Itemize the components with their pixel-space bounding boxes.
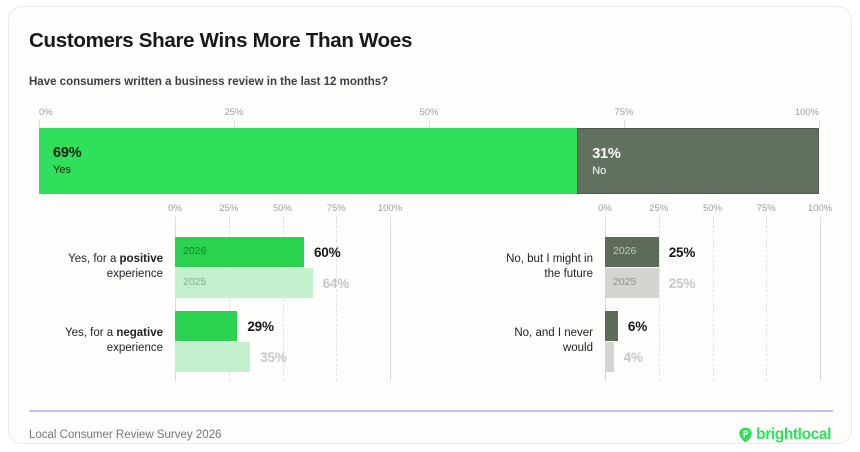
- data-bar-2026[interactable]: 2026: [605, 237, 659, 267]
- bar-value-label-2026: 6%: [627, 319, 648, 334]
- sub-axis-tick: [228, 216, 230, 223]
- bar-value-label-2026: 25%: [668, 245, 696, 260]
- sub-axis-tick-label: 25%: [219, 203, 239, 214]
- main-axis-tick: [429, 120, 430, 128]
- sub-axis-tick: [175, 216, 176, 223]
- segment-value-yes: 69%: [53, 145, 82, 161]
- bar-year-label: 2026: [183, 245, 207, 257]
- group-label-line1: No, but I might in: [506, 253, 593, 265]
- sub-gridline: [766, 225, 768, 381]
- data-bar-2026[interactable]: 2026: [175, 237, 304, 267]
- chart-subtitle: Have consumers written a business review…: [29, 76, 389, 88]
- sub-gridline: [282, 225, 285, 381]
- sub-axis-tick-label: 100%: [807, 203, 833, 214]
- group-label: Yes, for a positive experience: [13, 252, 163, 282]
- sub-axis-tick: [820, 216, 821, 223]
- bar-value-label-2025: 35%: [260, 350, 287, 365]
- chart-card: Customers Share Wins More Than Woes Have…: [8, 6, 852, 444]
- main-stacked-bar-chart: 0% 25% 50% 75% 100% 69% Yes 31% No: [9, 7, 851, 443]
- sub-axis-tick-label: 50%: [702, 203, 723, 214]
- group-label: Yes, for a negative experience: [13, 326, 163, 356]
- brightlocal-wordmark: brightlocal: [756, 426, 831, 443]
- sub-axis-line: [605, 225, 606, 381]
- bar-segment-yes[interactable]: 69% Yes: [39, 128, 578, 194]
- source-caption: Local Consumer Review Survey 2026: [29, 429, 222, 441]
- segment-value-no: 31%: [592, 146, 621, 162]
- sub-gridline: [228, 225, 231, 381]
- footer-divider: [29, 410, 833, 412]
- sub-axis-tick-label: 100%: [377, 203, 403, 214]
- main-axis-tick: [39, 120, 40, 128]
- bar-value-label-2026: 29%: [247, 319, 274, 334]
- data-bar-2025[interactable]: [605, 342, 614, 372]
- bar-segment-no[interactable]: 31% No: [577, 128, 819, 194]
- sub-axis-tick-label: 75%: [326, 203, 346, 214]
- segment-label-yes: Yes: [53, 164, 71, 176]
- data-bar-2026[interactable]: [605, 311, 618, 341]
- sub-axis-line: [175, 225, 176, 381]
- sub-axis-tick: [766, 216, 768, 223]
- brightlocal-logo[interactable]: brightlocal: [738, 426, 831, 443]
- segment-label-no: No: [592, 165, 607, 177]
- sub-axis-tick-label: 75%: [756, 203, 776, 214]
- main-axis-tick-label: 25%: [224, 107, 244, 118]
- main-axis-tick-label: 50%: [419, 107, 439, 118]
- sub-axis-tick: [658, 216, 660, 223]
- group-label-line1: Yes, for a negative: [64, 327, 163, 339]
- sub-gridline: [658, 225, 661, 381]
- main-axis-tick-label: 0%: [39, 107, 53, 118]
- group-label: No, but I might in the future: [443, 252, 593, 282]
- data-bar-2025[interactable]: 2025: [605, 268, 659, 298]
- main-axis-tick: [624, 120, 625, 128]
- bar-value-label-2026: 60%: [314, 245, 341, 260]
- main-axis-tick-label: 100%: [794, 107, 819, 118]
- main-axis-tick-label: 75%: [614, 107, 634, 118]
- bar-value-label-2025: 64%: [322, 276, 350, 291]
- bar-year-label: 2025: [613, 276, 637, 288]
- sub-axis-tick: [390, 216, 391, 223]
- sub-axis-tick: [712, 216, 714, 223]
- sub-gridline: [712, 225, 715, 381]
- sub-axis-tick: [336, 216, 338, 223]
- bar-year-label: 2026: [613, 245, 637, 257]
- sub-axis-line: [820, 225, 821, 381]
- group-label-line1: Yes, for a positive: [68, 253, 163, 265]
- group-label-line2: the future: [544, 268, 593, 280]
- bar-value-label-2025: 4%: [623, 350, 643, 365]
- group-label-line1: No, and I never: [514, 327, 593, 339]
- sub-axis-line: [390, 225, 391, 381]
- bar-value-label-2025: 25%: [668, 276, 696, 291]
- group-label: No, and I never would: [443, 326, 593, 356]
- page-title: Customers Share Wins More Than Woes: [29, 29, 413, 52]
- sub-gridline: [336, 225, 338, 381]
- main-axis-tick: [819, 120, 820, 128]
- group-label-line2: would: [562, 342, 593, 354]
- sub-axis-tick: [605, 216, 606, 223]
- location-pin-icon: [738, 427, 753, 443]
- sub-axis-tick-label: 0%: [168, 203, 182, 214]
- left-sub-chart: 0% 25% 50% 75% 100% Yes, for a positive experi…: [9, 203, 439, 383]
- data-bar-2025[interactable]: [175, 342, 251, 372]
- sub-axis-tick-label: 50%: [272, 203, 293, 214]
- sub-axis-tick: [282, 216, 284, 223]
- bar-year-label: 2025: [183, 276, 207, 288]
- group-label-line2: experience: [106, 342, 163, 354]
- sub-axis-tick-label: 0%: [598, 203, 612, 214]
- main-axis-tick: [234, 120, 235, 128]
- data-bar-2025[interactable]: 2025: [175, 268, 313, 298]
- data-bar-2026[interactable]: [175, 311, 238, 341]
- group-label-line2: experience: [106, 268, 163, 280]
- right-sub-chart: 0% 25% 50% 75% 100% No, but I might in the fut…: [439, 203, 851, 383]
- main-bar: 69% Yes 31% No: [39, 128, 819, 194]
- sub-axis-tick-label: 25%: [649, 203, 669, 214]
